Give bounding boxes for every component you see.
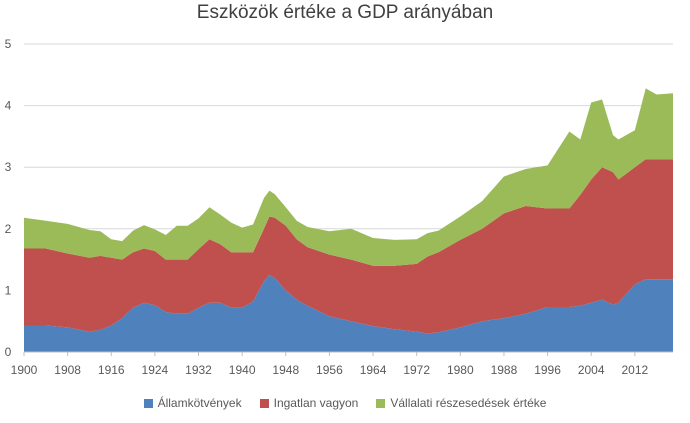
x-tick-label: 1932 (185, 363, 212, 377)
x-tick-label: 1916 (98, 363, 125, 377)
x-tick-labels: 1900 1908 1916 1924 1932 1940 1948 1956 1964 1972… (11, 363, 649, 377)
x-axis (23, 351, 673, 356)
chart-legend: Államkötvények Ingatlan vagyon Vállalati… (0, 396, 690, 410)
y-tick-label: 1 (5, 283, 12, 297)
x-tick-label: 1900 (11, 363, 38, 377)
y-tick-label: 5 (5, 37, 12, 51)
x-tick-label: 1908 (54, 363, 81, 377)
legend-item-2: Ingatlan vagyon (259, 396, 359, 410)
legend-item-3: Vállalati részesedések értéke (376, 396, 546, 410)
x-tick-label: 1940 (229, 363, 256, 377)
x-tick-label: 2004 (578, 363, 605, 377)
y-tick-label: 2 (5, 222, 12, 236)
y-tick-label: 0 (5, 345, 12, 359)
x-tick-label: 1924 (142, 363, 169, 377)
area-series-1 (24, 275, 673, 352)
legend-item-1: Államkötvények (143, 396, 242, 410)
legend-swatch-2 (259, 398, 269, 408)
legend-swatch-1 (143, 398, 153, 408)
y-tick-label: 4 (5, 99, 12, 113)
y-tick-label: 3 (5, 160, 12, 174)
area-series-2 (24, 159, 673, 334)
y-tick-labels: 0 1 2 3 4 5 (5, 37, 12, 359)
x-tick-label: 1956 (316, 363, 343, 377)
x-tick-label: 1948 (272, 363, 299, 377)
area-series-3 (24, 88, 673, 266)
legend-label-3: Vállalati részesedések értéke (390, 396, 547, 410)
legend-label-1: Államkötvények (157, 396, 242, 410)
x-tick-label: 1980 (447, 363, 474, 377)
x-tick-label: 1964 (360, 363, 387, 377)
chart-title: Eszközök értéke a GDP arányában (196, 2, 494, 23)
x-tick-label: 1988 (491, 363, 518, 377)
x-tick-label: 1996 (534, 363, 561, 377)
area-series (24, 88, 673, 352)
x-tick-label: 1972 (403, 363, 430, 377)
legend-label-2: Ingatlan vagyon (273, 396, 359, 410)
legend-swatch-3 (376, 398, 386, 408)
x-tick-label: 2012 (621, 363, 648, 377)
